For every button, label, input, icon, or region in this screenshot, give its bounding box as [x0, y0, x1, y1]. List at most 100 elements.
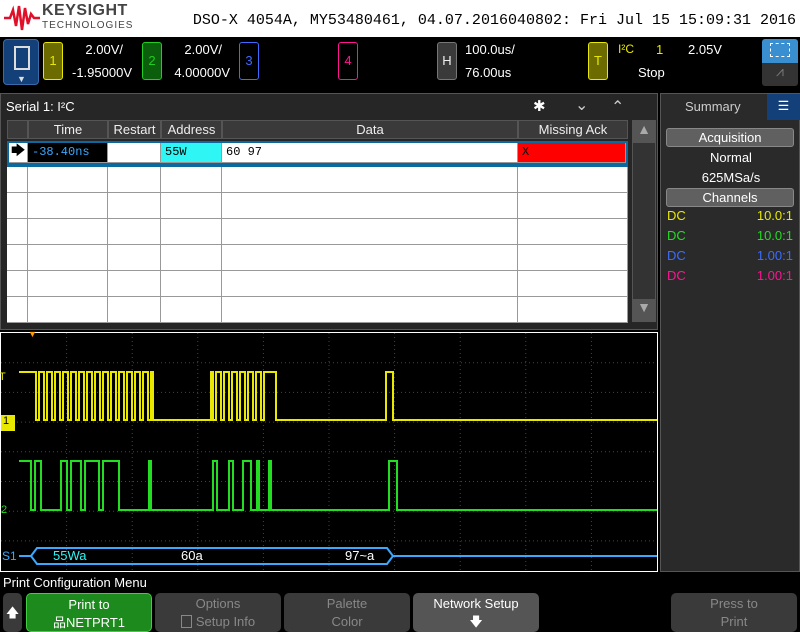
bus-decode-data-2: 97~a — [345, 548, 375, 563]
table-scrollbar[interactable]: ▲ ▼ — [632, 120, 656, 322]
table-cell-empty — [7, 219, 28, 245]
menu-back-button[interactable]: 🡅 — [3, 593, 22, 632]
table-cell-empty — [7, 167, 28, 193]
table-cell-empty — [518, 297, 628, 323]
trigger-level: 2.05V — [688, 42, 722, 57]
settings-gear-icon[interactable]: ✱ — [533, 98, 546, 115]
channel-2-button[interactable]: 2 — [142, 42, 162, 80]
table-cell-empty — [108, 219, 161, 245]
table-cell-empty — [518, 245, 628, 271]
keysight-logo-icon — [4, 5, 40, 31]
trigger-source: 1 — [656, 42, 664, 57]
summary-tab[interactable]: Summary — [685, 99, 741, 114]
column-restart[interactable]: Restart — [108, 120, 161, 139]
channel-1-button[interactable]: 1 — [43, 42, 63, 80]
coupling: DC — [667, 208, 686, 223]
time-delay: 76.00us — [465, 65, 512, 80]
zoom-box-button[interactable] — [762, 39, 798, 63]
table-cell-empty — [518, 271, 628, 297]
sample-rate: 625MSa/s — [701, 170, 761, 185]
table-cell-empty — [161, 297, 222, 323]
trigger-button[interactable]: T — [588, 42, 608, 80]
trigger-type: I²C — [618, 42, 634, 56]
horizontal-button[interactable]: H — [437, 42, 457, 80]
table-cell-empty — [28, 167, 108, 193]
column-missing-ack[interactable]: Missing Ack — [518, 120, 628, 139]
table-cell-empty — [161, 271, 222, 297]
palette-value: Color — [331, 614, 363, 629]
waveform-display[interactable]: T 1 2 S1 55Wa 60a 97~a — [0, 332, 658, 572]
table-cell-empty — [28, 297, 108, 323]
submenu-arrow-icon: 🡇 — [469, 614, 483, 629]
touch-trigger-button[interactable]: ⩘ — [762, 63, 798, 86]
channels-header: Channels — [666, 188, 794, 207]
coupling: DC — [667, 248, 686, 263]
table-cell-empty — [108, 297, 161, 323]
print-to-label: Print to — [68, 597, 110, 612]
side-panel: Summary ☰ Acquisition Normal 625MSa/s Ch… — [660, 93, 800, 572]
brand-sub: TECHNOLOGIES — [42, 20, 134, 31]
instrument-title: DSO-X 4054A, MY53480461, 04.07.201604080… — [192, 12, 796, 29]
ch1-ground-marker[interactable]: 1 — [1, 415, 15, 431]
panel-menu-icon[interactable]: ☰ — [767, 94, 800, 120]
table-row-empty[interactable] — [7, 167, 628, 193]
main-menu-button[interactable]: ▼ — [3, 39, 39, 85]
row-time: -38.40ns — [28, 143, 108, 163]
collapse-down-icon[interactable]: ⌄ — [575, 97, 589, 114]
press-to-print-label: Press to — [710, 596, 758, 611]
table-cell-empty — [518, 167, 628, 193]
menu-icon — [14, 46, 30, 70]
table-cell-empty — [28, 193, 108, 219]
network-printer-icon: 品 — [52, 615, 66, 630]
table-cell-empty — [222, 219, 518, 245]
options-button[interactable]: Options Setup Info — [155, 593, 281, 632]
ch2-ground-marker[interactable]: 2 — [1, 504, 8, 516]
ch2-waveform — [19, 460, 657, 511]
scroll-up-icon[interactable]: ▲ — [633, 121, 655, 143]
press-to-print-label-2: Print — [720, 614, 748, 629]
table-cell-empty — [7, 271, 28, 297]
table-row[interactable]: 🡆 -38.40ns 55W 60 97 X — [7, 141, 628, 167]
table-cell-empty — [28, 245, 108, 271]
table-cell-empty — [222, 245, 518, 271]
table-row-empty[interactable] — [7, 271, 628, 297]
table-row-empty[interactable] — [7, 245, 628, 271]
time-scale: 100.0us/ — [465, 42, 515, 57]
palette-button[interactable]: Palette Color — [284, 593, 410, 632]
column-time[interactable]: Time — [28, 120, 108, 139]
table-row-empty[interactable] — [7, 193, 628, 219]
channel-3-button[interactable]: 3 — [239, 42, 259, 80]
table-cell-empty — [222, 271, 518, 297]
column-address[interactable]: Address — [161, 120, 222, 139]
scroll-down-icon[interactable]: ▼ — [633, 299, 655, 321]
expand-up-icon[interactable]: ⌃ — [611, 99, 625, 116]
row-data: 60 97 — [222, 143, 518, 163]
serial-title: Serial 1: I²C — [6, 99, 75, 114]
menu-title: Print Configuration Menu — [3, 575, 147, 590]
table-cell-empty — [222, 297, 518, 323]
column-marker — [7, 120, 28, 139]
ch2-scale: 2.00V/ — [184, 42, 222, 57]
table-cell-empty — [108, 193, 161, 219]
table-cell-empty — [28, 219, 108, 245]
table-row-empty[interactable] — [7, 219, 628, 245]
network-setup-label: Network Setup — [433, 596, 519, 611]
probe-ratio: 1.00:1 — [756, 268, 793, 283]
serial-bus-marker: S1 — [2, 549, 17, 563]
channel-4-button[interactable]: 4 — [338, 42, 358, 80]
palette-label: Palette — [326, 596, 368, 611]
ch1-waveform — [19, 371, 657, 421]
table-cell-empty — [161, 193, 222, 219]
header: KEYSIGHT TECHNOLOGIES DSO-X 4054A, MY534… — [0, 0, 800, 37]
table-cell-empty — [161, 219, 222, 245]
acq-mode: Normal — [710, 150, 752, 165]
row-restart — [108, 143, 161, 163]
coupling: DC — [667, 268, 686, 283]
table-row-empty[interactable] — [7, 297, 628, 323]
ch1-scale: 2.00V/ — [85, 42, 123, 57]
setup-info-checkbox[interactable] — [180, 615, 192, 628]
press-to-print-button[interactable]: Press to Print — [671, 593, 797, 632]
column-data[interactable]: Data — [222, 120, 518, 139]
network-setup-button[interactable]: Network Setup 🡇 — [413, 593, 539, 632]
print-to-button[interactable]: Print to 品NETPRT1 — [26, 593, 152, 632]
